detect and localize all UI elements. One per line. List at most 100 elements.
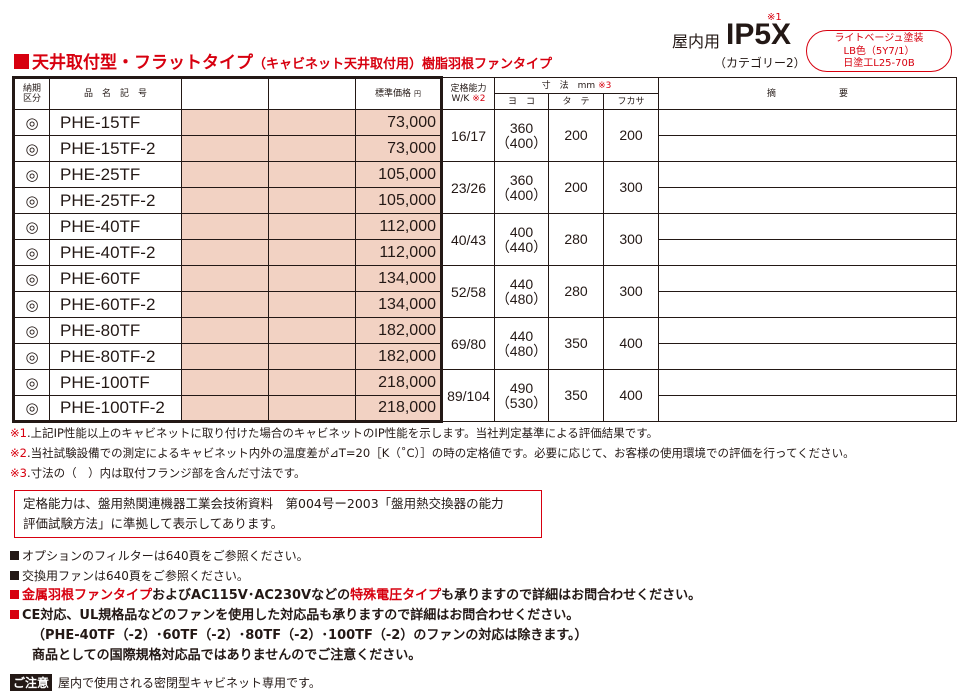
model-cell: PHE-15TF-2 bbox=[49, 135, 182, 162]
header-remarks: 摘 要 bbox=[658, 77, 958, 110]
model-cell: PHE-15TF bbox=[49, 109, 182, 136]
price-cell: 73,000 bbox=[355, 109, 443, 136]
price-cell: 182,000 bbox=[355, 343, 443, 370]
table-row: ◎ PHE-80TF 182,000 69/80 440 （480） 350 400 bbox=[12, 317, 958, 370]
bullet-square-icon bbox=[10, 590, 19, 599]
footnote-1: ※1.上記IP性能以上のキャビネットに取り付けた場合のキャビネットのIP性能を示… bbox=[10, 426, 659, 440]
remarks-cell bbox=[658, 187, 958, 214]
header-capacity: 定格能力 W/K ※2 bbox=[441, 77, 495, 110]
bullet-ce-ul-line2: （PHE-40TF（-2）･60TF（-2）･80TF（-2）･100TF（-2… bbox=[32, 628, 588, 643]
blank-cell bbox=[181, 369, 269, 396]
model-cell: PHE-60TF bbox=[49, 265, 182, 292]
footnote-3: ※3.寸法の（ ）内は取付フランジ部を含んだ寸法です。 bbox=[10, 466, 306, 480]
product-table: 納期 区分 品 名 記 号 標準価格 円 定格能力 W/K ※2 寸 法 mm ※3… bbox=[12, 76, 958, 423]
height-cell: 280 bbox=[548, 265, 604, 318]
bullet-fan: 交換用ファンは640頁をご参照ください。 bbox=[10, 566, 701, 586]
table-row: ◎ PHE-60TF-2 134,000 bbox=[12, 291, 958, 318]
blank-cell bbox=[268, 213, 356, 240]
blank-cell bbox=[181, 213, 269, 240]
price-cell: 182,000 bbox=[355, 317, 443, 344]
table-row: ◎ PHE-100TF-2 218,000 bbox=[12, 395, 958, 423]
delivery-mark: ◎ bbox=[12, 317, 50, 344]
ip-code: IP5X bbox=[726, 18, 792, 51]
table-row: ◎ PHE-100TF 218,000 89/104 490 （530） 350 400 bbox=[12, 369, 958, 422]
bullet-square-icon bbox=[10, 571, 19, 580]
delivery-mark: ◎ bbox=[12, 265, 50, 292]
width-cell: 400 （440） bbox=[494, 213, 549, 266]
remarks-cell bbox=[658, 369, 958, 396]
section-title: 天井取付型・フラットタイプ（キャビネット天井取付用）樹脂羽根ファンタイプ bbox=[14, 48, 552, 73]
blank-cell bbox=[181, 265, 269, 292]
bullet-square-icon bbox=[10, 610, 19, 619]
header-width: ヨ コ bbox=[494, 93, 549, 110]
capacity-cell: 23/26 bbox=[441, 161, 495, 214]
model-cell: PHE-40TF-2 bbox=[49, 239, 182, 266]
header-blank-2 bbox=[268, 76, 356, 110]
blank-cell bbox=[268, 395, 356, 423]
info-bullets: オプションのフィルターは640頁をご参照ください。 交換用ファンは640頁をご参… bbox=[10, 546, 701, 666]
delivery-mark: ◎ bbox=[12, 291, 50, 318]
bullet-square-icon bbox=[10, 551, 19, 560]
blank-cell bbox=[268, 317, 356, 344]
blank-cell bbox=[268, 109, 356, 136]
ip-indoor-label: 屋内用 bbox=[672, 32, 721, 51]
blank-cell bbox=[181, 187, 269, 214]
rating-line1: 定格能力は、盤用熱関連機器工業会技術資料 第004号ー2003「盤用熱交換器の能… bbox=[23, 496, 504, 511]
blank-cell bbox=[181, 239, 269, 266]
price-cell: 134,000 bbox=[355, 291, 443, 318]
model-cell: PHE-40TF bbox=[49, 213, 182, 240]
delivery-mark: ◎ bbox=[12, 395, 50, 423]
rating-standard-box: 定格能力は、盤用熱関連機器工業会技術資料 第004号ー2003「盤用熱交換器の能… bbox=[14, 490, 542, 538]
width-cell: 360 （400） bbox=[494, 161, 549, 214]
model-cell: PHE-25TF bbox=[49, 161, 182, 188]
color-spec-badge: ライトベージュ塗装 LB色（5Y7/1） 日塗工L25-70B bbox=[806, 30, 952, 72]
blank-cell bbox=[268, 187, 356, 214]
ip-note: ※1 bbox=[767, 12, 782, 23]
ip-rating: ※1 屋内用 IP5X （カテゴリー2） bbox=[670, 12, 806, 74]
bullet-ce-ul: CE対応、UL規格品などのファンを使用した対応品も承りますので詳細はお問合わせく… bbox=[10, 606, 701, 626]
color-line2: LB色（5Y7/1） bbox=[843, 45, 915, 57]
header-delivery: 納期 区分 bbox=[12, 76, 50, 110]
blank-cell bbox=[268, 291, 356, 318]
price-cell: 134,000 bbox=[355, 265, 443, 292]
width-cell: 360 （400） bbox=[494, 109, 549, 162]
blank-cell bbox=[181, 291, 269, 318]
blank-cell bbox=[181, 317, 269, 344]
price-cell: 105,000 bbox=[355, 161, 443, 188]
header-model: 品 名 記 号 bbox=[49, 76, 182, 110]
blank-cell bbox=[268, 135, 356, 162]
table-row: ◎ PHE-15TF-2 73,000 bbox=[12, 135, 958, 162]
blank-cell bbox=[268, 343, 356, 370]
footnotes: ※1.上記IP性能以上のキャビネットに取り付けた場合のキャビネットのIP性能を示… bbox=[10, 423, 855, 483]
rating-line2: 評価試験方法」に準拠して表示してあります。 bbox=[23, 516, 284, 531]
blank-cell bbox=[268, 239, 356, 266]
table-row: ◎ PHE-15TF 73,000 16/17 360 （400） 200 200 bbox=[12, 109, 958, 162]
title-main: 天井取付型・フラットタイプ bbox=[32, 53, 253, 73]
capacity-cell: 16/17 bbox=[441, 109, 495, 162]
depth-cell: 400 bbox=[602, 369, 660, 422]
blank-cell bbox=[181, 161, 269, 188]
price-cell: 105,000 bbox=[355, 187, 443, 214]
remarks-cell bbox=[658, 395, 958, 422]
delivery-mark: ◎ bbox=[12, 161, 50, 188]
header-price: 標準価格 円 bbox=[355, 76, 443, 110]
color-line3: 日塗工L25-70B bbox=[843, 58, 915, 69]
remarks-cell bbox=[658, 161, 958, 188]
bullet-special: 金属羽根ファンタイプおよびAC115V･AC230Vなどの特殊電圧タイプも承りま… bbox=[10, 586, 701, 606]
table-row: ◎ PHE-80TF-2 182,000 bbox=[12, 343, 958, 370]
title-sub: （キャビネット天井取付用）樹脂羽根ファンタイプ bbox=[253, 57, 553, 72]
table-row: ◎ PHE-40TF 112,000 40/43 400 （440） 280 300 bbox=[12, 213, 958, 266]
blank-cell bbox=[268, 161, 356, 188]
header-height: タ テ bbox=[548, 93, 604, 110]
height-cell: 350 bbox=[548, 317, 604, 370]
height-cell: 200 bbox=[548, 161, 604, 214]
footnote-2: ※2.当社試験設備での測定によるキャビネット内外の温度差が⊿T=20［K（˚C）… bbox=[10, 446, 855, 460]
depth-cell: 300 bbox=[602, 161, 660, 214]
bullet-filter: オプションのフィルターは640頁をご参照ください。 bbox=[10, 546, 701, 566]
blank-cell bbox=[181, 395, 269, 423]
remarks-cell bbox=[658, 265, 958, 292]
table-row: ◎ PHE-60TF 134,000 52/58 440 （480） 280 300 bbox=[12, 265, 958, 318]
depth-cell: 300 bbox=[602, 265, 660, 318]
remarks-cell bbox=[658, 343, 958, 370]
depth-cell: 300 bbox=[602, 213, 660, 266]
